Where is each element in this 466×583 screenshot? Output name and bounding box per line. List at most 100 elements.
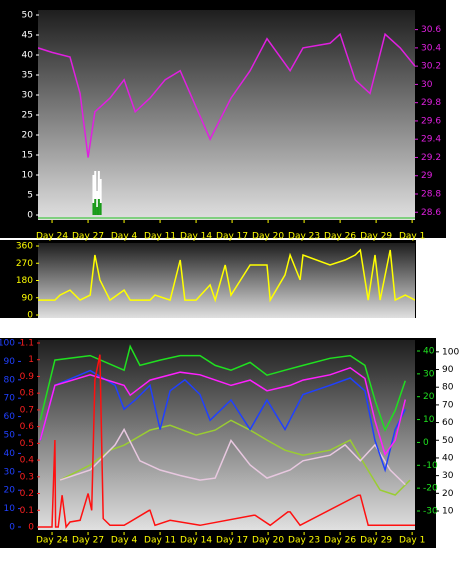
y-tick-label: 0.7 [20, 405, 34, 415]
y-tick-label: 0 [9, 523, 15, 533]
y-tick-label: 90 [442, 365, 454, 375]
y-tick-label: 180 [16, 276, 33, 286]
bar [97, 171, 100, 215]
y-tick-label: 50 [22, 11, 34, 21]
x-tick-label: Day 26 [324, 232, 356, 242]
y-tick-label: 30.4 [421, 43, 441, 53]
y-tick-label: 30 [423, 369, 435, 379]
bar [94, 171, 97, 215]
y-tick-label: 45 [22, 31, 33, 41]
plot-area [38, 243, 415, 318]
y-tick-label: 90 [22, 293, 34, 303]
y-tick-label: 40 [423, 347, 435, 357]
line-series [39, 366, 407, 457]
y-tick-label: 30.2 [421, 62, 441, 72]
y-tick-label: -30 [423, 507, 438, 517]
y-tick-label: 0.3 [20, 472, 34, 482]
x-tick-label: Day 24 [36, 232, 68, 242]
y-tick-label: 0 [27, 211, 33, 221]
x-tick-label: Day 20 [252, 232, 284, 242]
x-tick-label: Day 23 [288, 232, 320, 242]
y-tick-label: 0.6 [20, 422, 35, 432]
x-tick-label: Day 11 [144, 536, 176, 546]
y-tick-label: 100 [442, 347, 459, 357]
y-tick-label: 0.9 [20, 372, 35, 382]
y-tick-label: 20 [442, 489, 454, 499]
y-tick-label: 10 [442, 507, 454, 517]
y-tick-label: 0 [27, 311, 33, 321]
y-tick-label: 1.1 [20, 339, 34, 349]
bar [92, 175, 95, 215]
x-tick-label: Day 14 [180, 536, 212, 546]
y-tick-label: 1 [28, 355, 34, 365]
y-tick-label: 15 [22, 151, 33, 161]
y-tick-label: 10 [22, 171, 34, 181]
y-tick-label: 30.6 [421, 25, 441, 35]
y-tick-label: 5 [27, 191, 33, 201]
y-tick-label: 29 [421, 171, 433, 181]
x-tick-label: Day 27 [72, 232, 104, 242]
x-tick-label: Day 26 [324, 536, 356, 546]
line-series [59, 427, 406, 486]
y-tick-label: 28.8 [421, 189, 441, 199]
y-tick-label: 29.4 [421, 135, 441, 145]
x-tick-label: Day 1 [399, 232, 425, 242]
y-tick-label: 20 [22, 131, 34, 141]
x-tick-label: Day 17 [216, 536, 248, 546]
x-tick-label: Day 14 [180, 232, 212, 242]
line-series [38, 248, 415, 303]
y-tick-label: 0.5 [20, 439, 34, 449]
x-tick-label: Day 20 [252, 536, 284, 546]
y-tick-label: 29.2 [421, 153, 441, 163]
y-tick-label: 60 [4, 412, 16, 422]
y-tick-label: 30 [421, 80, 433, 90]
y-tick-label: -20 [423, 484, 438, 494]
y-tick-label: 50 [4, 431, 16, 441]
y-tick-label: -10 [423, 461, 438, 471]
y-tick-label: 0.2 [20, 489, 34, 499]
bar [96, 191, 99, 215]
y-tick-label: 29.8 [421, 98, 441, 108]
y-tick-label: 28.6 [421, 208, 441, 218]
y-tick-label: 80 [4, 375, 16, 385]
y-tick-label: 0.8 [20, 389, 35, 399]
x-tick-label: Day 4 [111, 536, 138, 546]
y-tick-label: 40 [4, 449, 16, 459]
y-tick-label: 0.1 [20, 506, 34, 516]
bar [92, 203, 95, 215]
y-tick-label: 100 [0, 339, 15, 349]
x-tick-label: Day 29 [360, 232, 392, 242]
x-tick-label: Day 27 [72, 536, 104, 546]
bar [99, 203, 102, 215]
y-tick-label: 90 [4, 357, 16, 367]
y-tick-label: 10 [423, 415, 435, 425]
y-tick-label: 35 [22, 71, 33, 81]
y-tick-label: 10 [4, 504, 16, 514]
bar [94, 199, 97, 215]
x-tick-label: Day 4 [111, 232, 138, 242]
y-tick-label: 25 [22, 111, 33, 121]
x-tick-label: Day 24 [36, 536, 68, 546]
y-tick-label: 29.6 [421, 116, 441, 126]
y-tick-label: 20 [423, 392, 435, 402]
x-tick-label: Day 11 [144, 232, 176, 242]
x-tick-label: Day 17 [216, 232, 248, 242]
y-tick-label: 80 [442, 383, 454, 393]
line-series [38, 32, 415, 158]
y-tick-label: 20 [4, 486, 16, 496]
y-tick-label: 30 [22, 91, 34, 101]
y-tick-label: 30 [4, 467, 16, 477]
y-tick-label: 30 [442, 471, 454, 481]
y-tick-label: 0 [28, 523, 34, 533]
y-tick-label: 70 [442, 400, 454, 410]
y-tick-label: 70 [4, 394, 16, 404]
x-tick-label: Day 1 [399, 536, 425, 546]
line-series [39, 344, 407, 433]
y-tick-label: 60 [442, 418, 454, 428]
y-tick-label: 360 [16, 242, 33, 252]
x-tick-label: Day 29 [360, 536, 392, 546]
y-tick-label: 50 [442, 436, 454, 446]
y-tick-label: 0 [423, 438, 429, 448]
y-tick-label: 0.4 [20, 456, 35, 466]
